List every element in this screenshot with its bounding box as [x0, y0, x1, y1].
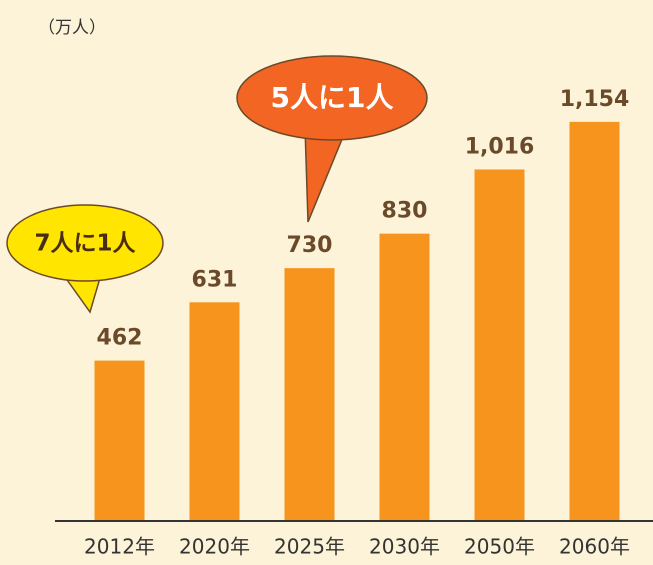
callout-bubble [236, 55, 428, 141]
x-tick-label: 2020年 [179, 535, 250, 559]
x-tick-label: 2025年 [274, 535, 345, 559]
bar [474, 169, 525, 521]
value-label: 830 [382, 199, 428, 224]
value-label: 462 [97, 326, 143, 351]
annotation: 7人に1人 [34, 231, 136, 257]
callout-join [58, 262, 102, 276]
value-label: 730 [287, 233, 333, 258]
bar [569, 121, 620, 521]
bar [284, 268, 335, 520]
x-tick-label: 2050年 [464, 535, 535, 559]
bar [189, 302, 240, 520]
callout-bubble [6, 204, 164, 282]
x-tick-label: 2012年 [84, 535, 155, 559]
value-label: 1,154 [560, 87, 630, 112]
x-tick-label: 2030年 [369, 535, 440, 559]
annotation: 5人に1人 [271, 81, 394, 114]
bar [379, 233, 430, 520]
value-label: 1,016 [465, 134, 535, 159]
bar [94, 360, 145, 520]
x-tick-label: 2060年 [559, 535, 630, 559]
y-axis-label: （万人） [38, 18, 106, 38]
value-label: 631 [192, 267, 238, 292]
callout-join [303, 120, 349, 136]
